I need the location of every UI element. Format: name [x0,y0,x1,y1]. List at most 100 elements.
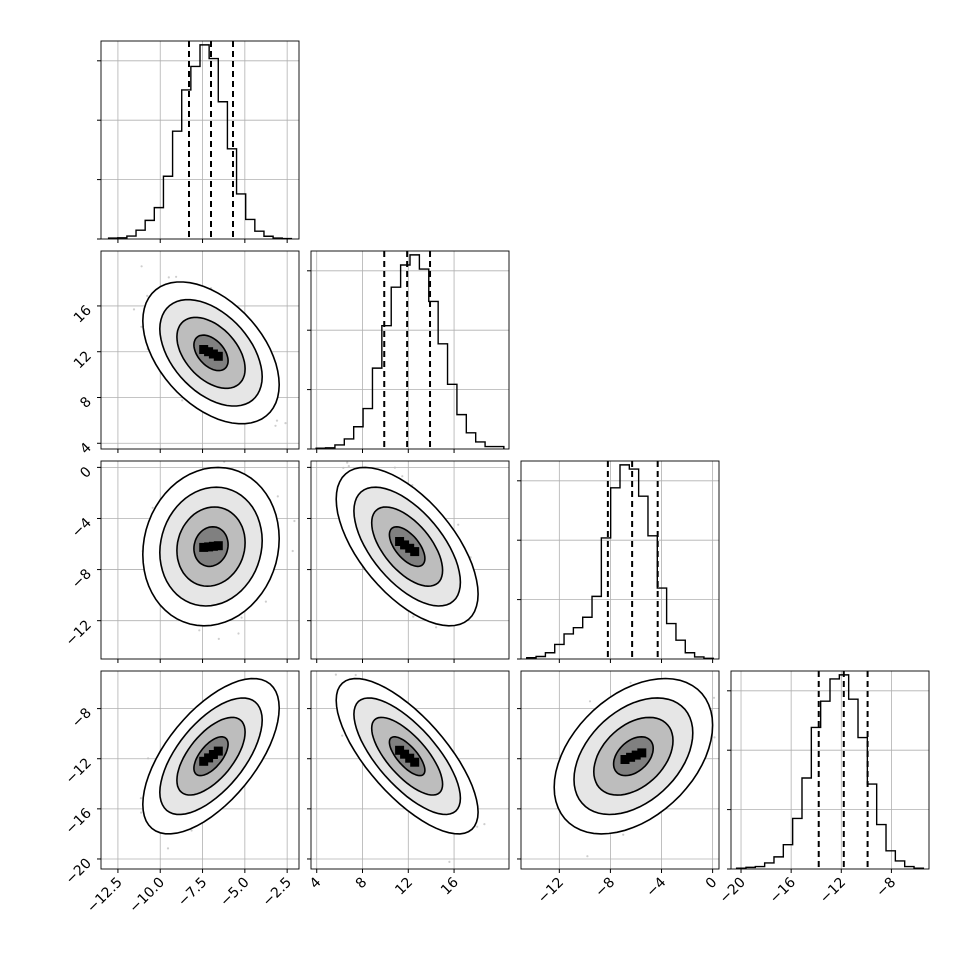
y-tick-label: −16 [63,805,95,837]
sample-point [166,847,170,850]
x-tick-label: −8 [873,875,899,901]
sample-point [167,276,170,279]
sample-point [476,825,479,828]
density-peak-cell [208,349,218,359]
sample-point [412,615,415,618]
sample-point [346,461,349,464]
sample-point [181,399,184,402]
sample-point [275,419,279,422]
x-tick-label: −8 [592,875,618,901]
sample-point [140,265,143,268]
density-peak-cell [410,757,420,767]
sample-point [274,424,277,427]
density-panel [517,670,720,873]
density-peak-cell [208,541,218,551]
sample-point [140,811,143,814]
x-tick-label: −4 [643,874,669,900]
density-panel [307,670,510,873]
density-peak-cell [395,537,405,546]
sample-point [237,632,240,635]
histogram-panel [307,250,510,453]
sample-point [588,700,592,703]
sample-point [264,600,267,603]
x-tick-label: −12 [535,875,567,907]
y-tick-label: −20 [63,856,95,888]
x-tick-label: −10.0 [126,875,168,917]
density-peak-cell [213,746,223,756]
histogram-panel [97,40,300,243]
axes-frame [310,670,510,870]
histogram-panel [517,460,720,663]
axes-frame [730,670,930,870]
x-tick-label: 16 [438,874,462,898]
density-panel [97,460,300,663]
y-tick-label: −8 [69,705,95,731]
y-tick-label: −12 [63,617,95,649]
sample-point [342,466,345,469]
x-tick-label: −20 [717,875,749,907]
axes-frame [310,460,510,660]
axes-frame [100,670,300,870]
y-tick-label: −4 [69,515,95,541]
density-panel [307,460,510,663]
histogram-panel [727,670,930,873]
density-peak-cell [213,541,223,551]
density-peak-cell [204,347,214,357]
x-tick-label: −12.5 [84,875,126,917]
density-peak-cell [405,753,415,763]
sample-point [401,475,404,478]
x-tick-label: −7.5 [175,875,210,910]
density-peak-cell [637,748,647,758]
sample-point [712,696,716,699]
density-peak-cell [631,750,641,760]
sample-point [586,855,589,858]
density-peak-cell [405,543,415,553]
sample-point [448,860,451,864]
sample-point [198,629,201,632]
sample-point [190,829,193,832]
x-tick-label: −16 [767,874,799,906]
axes-frame [100,250,300,450]
sample-point [217,637,220,641]
axes-frame [100,40,300,240]
density-panel [97,250,300,453]
axes-frame [100,460,300,660]
x-tick-label: 4 [307,874,325,892]
sample-point [334,673,337,676]
axes-frame [520,670,720,870]
x-tick-label: −5.0 [217,875,252,910]
sample-point [240,616,243,619]
sample-point [151,506,154,509]
sample-point [146,294,149,297]
sample-point [140,325,143,328]
x-tick-label: −2.5 [260,875,295,910]
density-peak-cell [199,345,209,354]
x-tick-label: 12 [392,875,416,899]
sample-point [483,823,486,826]
density-peak-cell [620,755,630,764]
density-peak-cell [204,542,214,552]
y-tick-label: 16 [71,302,95,326]
sample-point [175,275,178,278]
y-tick-label: −12 [63,755,95,787]
density-peak-cell [213,351,223,361]
sample-point [629,681,632,684]
sample-point [147,757,150,760]
density-peak-cell [199,756,209,766]
y-tick-label: 12 [71,348,95,372]
sample-point [276,495,279,498]
x-tick-label: 0 [703,875,721,893]
sample-point [457,523,460,526]
sample-point [354,673,357,677]
sample-point [622,833,625,836]
sample-point [435,626,438,629]
density-peak-cell [400,749,410,759]
x-tick-label: −12 [817,875,849,907]
sample-point [347,465,350,468]
sample-point [139,797,142,800]
density-peak-cell [410,547,420,557]
y-tick-label: 4 [77,440,95,458]
histogram-series [526,464,714,660]
x-tick-label: 8 [353,875,371,893]
y-tick-label: 0 [77,464,95,482]
